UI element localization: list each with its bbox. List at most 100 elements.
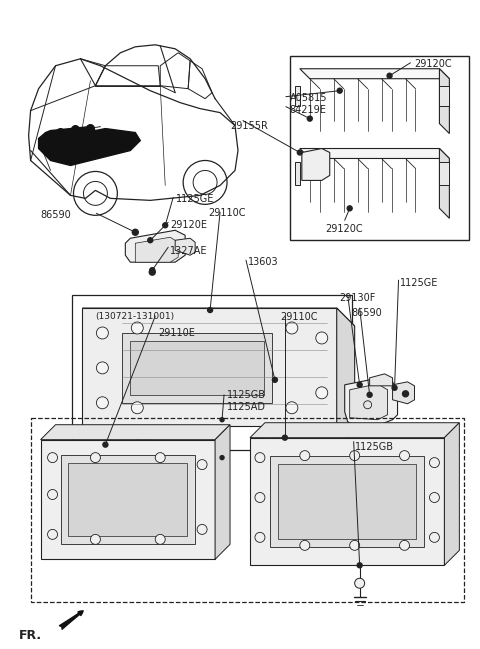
Circle shape <box>255 493 265 502</box>
Text: 29110C: 29110C <box>280 312 317 322</box>
Circle shape <box>399 450 409 461</box>
Text: 1125GB: 1125GB <box>355 442 394 452</box>
Circle shape <box>357 563 362 568</box>
Polygon shape <box>300 69 449 79</box>
Polygon shape <box>439 86 449 106</box>
Polygon shape <box>302 149 330 180</box>
Circle shape <box>350 541 360 550</box>
Text: 29155R: 29155R <box>230 121 268 130</box>
Circle shape <box>48 452 58 463</box>
Circle shape <box>132 402 144 414</box>
Text: 1327AE: 1327AE <box>170 246 208 256</box>
Circle shape <box>96 362 108 374</box>
FancyArrowPatch shape <box>61 611 83 628</box>
FancyArrowPatch shape <box>60 611 83 630</box>
Polygon shape <box>175 238 195 255</box>
Polygon shape <box>125 230 185 262</box>
Circle shape <box>216 435 228 447</box>
Text: FR.: FR. <box>19 629 42 642</box>
Circle shape <box>132 322 144 334</box>
Bar <box>60 454 195 545</box>
Polygon shape <box>41 439 215 559</box>
Circle shape <box>103 442 108 447</box>
Polygon shape <box>336 308 355 444</box>
Circle shape <box>347 206 352 211</box>
Circle shape <box>286 322 298 334</box>
Text: 13603: 13603 <box>248 257 278 267</box>
Circle shape <box>430 532 439 543</box>
Circle shape <box>387 73 392 79</box>
Polygon shape <box>38 127 140 165</box>
Polygon shape <box>135 238 178 262</box>
Circle shape <box>430 493 439 502</box>
Circle shape <box>403 391 408 397</box>
Polygon shape <box>345 378 397 428</box>
Polygon shape <box>439 149 449 218</box>
Circle shape <box>276 435 288 447</box>
Bar <box>130 341 264 395</box>
Circle shape <box>155 534 165 545</box>
Circle shape <box>149 269 155 275</box>
Polygon shape <box>393 382 415 404</box>
Circle shape <box>90 452 100 463</box>
Circle shape <box>207 308 213 313</box>
Circle shape <box>96 397 108 409</box>
Text: 29130F: 29130F <box>340 293 376 303</box>
Circle shape <box>300 450 310 461</box>
Text: 29110E: 29110E <box>158 328 195 338</box>
Polygon shape <box>41 424 230 439</box>
Circle shape <box>96 327 108 339</box>
Circle shape <box>307 116 312 121</box>
Circle shape <box>297 150 302 155</box>
Circle shape <box>273 377 277 382</box>
Circle shape <box>57 129 64 136</box>
Text: 1125AD: 1125AD <box>227 402 266 411</box>
Circle shape <box>197 459 207 470</box>
Circle shape <box>399 541 409 550</box>
Text: 29120E: 29120E <box>170 220 207 230</box>
Text: 29120C: 29120C <box>415 59 452 69</box>
Text: 29120C: 29120C <box>325 225 362 234</box>
Circle shape <box>367 392 372 397</box>
Polygon shape <box>350 384 387 420</box>
Circle shape <box>255 532 265 543</box>
Polygon shape <box>215 424 230 559</box>
Circle shape <box>163 223 168 228</box>
Circle shape <box>90 534 100 545</box>
Text: 1125GB: 1125GB <box>227 390 266 400</box>
Bar <box>290 56 469 240</box>
Circle shape <box>286 402 298 414</box>
Text: 86590: 86590 <box>41 210 72 220</box>
Circle shape <box>255 452 265 463</box>
Polygon shape <box>300 149 449 158</box>
Circle shape <box>86 125 95 132</box>
Circle shape <box>72 125 80 134</box>
Polygon shape <box>83 308 336 426</box>
Circle shape <box>316 387 328 398</box>
Circle shape <box>355 578 365 588</box>
Circle shape <box>148 238 153 243</box>
Text: 29110C: 29110C <box>208 208 246 218</box>
Circle shape <box>430 458 439 467</box>
Bar <box>122 333 272 403</box>
Text: A05815: A05815 <box>290 93 327 103</box>
Circle shape <box>350 450 360 461</box>
Polygon shape <box>295 162 300 186</box>
Circle shape <box>300 541 310 550</box>
Polygon shape <box>295 86 300 106</box>
Polygon shape <box>250 437 444 565</box>
Bar <box>72 295 352 450</box>
Circle shape <box>316 332 328 344</box>
Polygon shape <box>439 162 449 186</box>
Circle shape <box>136 435 148 447</box>
Text: 84219E: 84219E <box>290 104 327 115</box>
Bar <box>31 418 464 602</box>
Circle shape <box>282 435 288 440</box>
Circle shape <box>155 452 165 463</box>
Circle shape <box>220 456 224 459</box>
Circle shape <box>337 88 342 93</box>
Polygon shape <box>444 422 459 565</box>
Polygon shape <box>439 69 449 134</box>
Circle shape <box>48 530 58 539</box>
Bar <box>69 463 187 536</box>
